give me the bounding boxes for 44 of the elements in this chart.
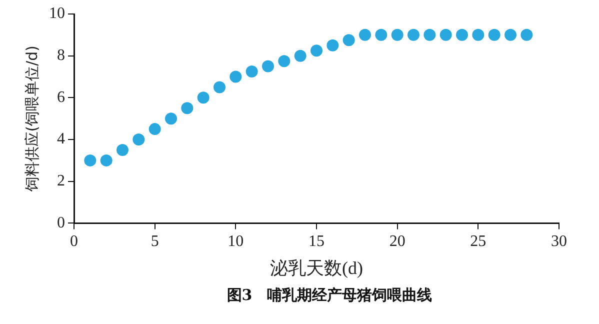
y-tick-label: 0 (57, 214, 65, 232)
y-tick-label: 8 (57, 47, 65, 64)
point (326, 39, 339, 52)
point (375, 28, 388, 41)
x-tick-label: 20 (389, 233, 406, 250)
y-tick-label: 10 (49, 5, 65, 22)
x-tick-label: 15 (308, 233, 324, 250)
x-axis-title: 泌乳天数(d) (270, 258, 363, 278)
point (520, 28, 533, 41)
point (294, 50, 306, 62)
point (165, 112, 177, 125)
x-tick-label: 10 (228, 233, 244, 250)
point (488, 28, 500, 41)
point (181, 102, 194, 114)
point (246, 66, 258, 78)
x-tick-label: 0 (70, 233, 78, 250)
text: 图3 哺乳期经产母猪饲喂曲线 (226, 286, 434, 305)
point (214, 81, 226, 94)
point (440, 28, 452, 41)
point (84, 154, 96, 166)
point (100, 154, 112, 166)
point (408, 28, 420, 41)
point (310, 44, 322, 57)
point (504, 28, 516, 41)
point (230, 70, 242, 83)
y-tick-label: 4 (57, 130, 65, 148)
x-tick-label: 25 (470, 233, 486, 250)
x-tick-label: 5 (150, 233, 159, 250)
point (262, 60, 274, 72)
point (424, 28, 436, 41)
point (116, 144, 128, 156)
point (359, 28, 371, 41)
point (456, 28, 468, 41)
x-tick-label: 30 (551, 233, 567, 250)
point (132, 134, 145, 146)
point (197, 92, 210, 104)
point (278, 55, 290, 68)
y-tick-label: 6 (57, 88, 65, 106)
y-tick-label: 2 (57, 172, 65, 190)
point (148, 123, 161, 136)
point (472, 28, 484, 41)
point (391, 28, 404, 41)
point (342, 34, 355, 46)
y-axis-title: 饲料供应(饲喂单位/d) (22, 45, 41, 193)
